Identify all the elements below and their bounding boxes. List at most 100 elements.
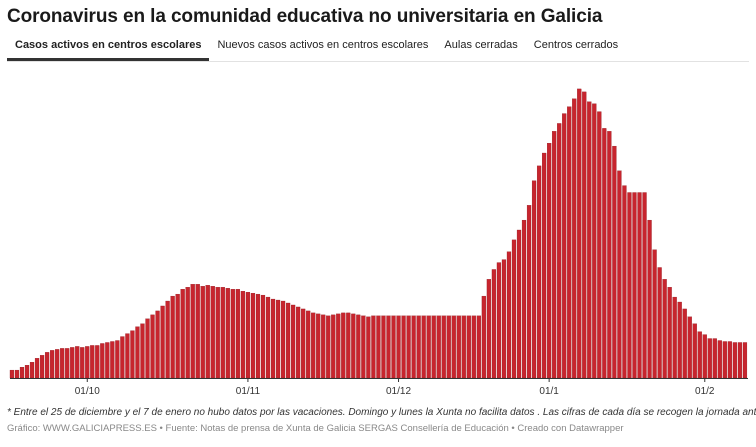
bar xyxy=(311,312,316,379)
bar xyxy=(175,293,180,379)
bar-series xyxy=(9,88,748,379)
bar xyxy=(115,340,120,379)
bar xyxy=(110,341,115,379)
bar xyxy=(637,192,642,379)
bar xyxy=(647,219,652,379)
bar xyxy=(275,299,281,379)
bar xyxy=(145,318,150,379)
bar xyxy=(316,313,321,379)
bar xyxy=(481,295,486,379)
bar xyxy=(687,316,692,379)
bar xyxy=(260,294,266,379)
bar xyxy=(742,342,748,379)
bar xyxy=(301,308,306,379)
bar xyxy=(39,355,45,379)
bar xyxy=(125,333,130,379)
bar xyxy=(140,323,145,379)
bar xyxy=(511,239,517,379)
tab-bar: Casos activos en centros escolares Nuevo… xyxy=(7,38,749,61)
tab-centros-cerrados[interactable]: Centros cerrados xyxy=(533,39,619,51)
bar xyxy=(702,334,707,379)
bar xyxy=(341,312,346,379)
bar xyxy=(732,342,738,379)
bar xyxy=(135,326,140,379)
bar xyxy=(210,286,215,379)
bar xyxy=(426,315,431,379)
bar xyxy=(697,331,702,379)
bar xyxy=(451,315,456,379)
bar xyxy=(100,343,105,379)
x-tick-label: 01/2 xyxy=(695,386,715,397)
bar xyxy=(255,293,261,379)
bar xyxy=(667,287,672,379)
bar xyxy=(346,312,351,379)
bar xyxy=(170,295,175,379)
source-credit: Gráfico: WWW.GALICIAPRESS.ES • Fuente: N… xyxy=(7,423,624,434)
bar xyxy=(557,123,562,379)
bar xyxy=(446,315,451,379)
bar xyxy=(9,369,15,379)
bar xyxy=(386,315,391,379)
bar xyxy=(235,289,240,379)
bar xyxy=(536,165,542,379)
bar xyxy=(24,365,30,379)
bar xyxy=(250,292,256,379)
bar xyxy=(682,308,687,379)
bar xyxy=(366,316,371,379)
bar xyxy=(496,262,502,379)
bar xyxy=(105,342,110,379)
bar xyxy=(572,98,577,379)
bar xyxy=(225,288,230,379)
bar xyxy=(165,300,170,379)
bar xyxy=(602,128,607,379)
bar xyxy=(617,170,622,379)
bar xyxy=(120,336,125,379)
bar xyxy=(677,301,682,379)
bar xyxy=(90,345,95,379)
x-tick-label: 01/12 xyxy=(386,386,411,397)
bar xyxy=(396,315,401,379)
bar xyxy=(44,352,50,379)
bar xyxy=(607,131,612,379)
bar xyxy=(70,347,75,379)
bar xyxy=(371,315,376,379)
tab-casos-activos[interactable]: Casos activos en centros escolares xyxy=(7,38,210,61)
bar xyxy=(406,315,411,379)
bar xyxy=(547,143,552,379)
bar xyxy=(436,315,441,379)
bar xyxy=(321,314,326,379)
bar xyxy=(526,205,532,379)
bar xyxy=(632,192,637,379)
bar xyxy=(612,145,617,379)
bar xyxy=(391,315,396,379)
bar xyxy=(195,284,200,379)
x-tick-label: 01/1 xyxy=(539,386,559,397)
bar xyxy=(707,338,712,379)
bar xyxy=(416,315,421,379)
bar xyxy=(516,229,522,379)
bar xyxy=(29,362,35,379)
bar xyxy=(657,267,662,379)
bar xyxy=(55,349,60,379)
bar xyxy=(567,106,572,379)
bar xyxy=(240,291,246,379)
tab-divider xyxy=(7,61,749,62)
bar xyxy=(205,285,210,379)
tab-aulas-cerradas[interactable]: Aulas cerradas xyxy=(444,39,518,51)
bar xyxy=(245,292,251,379)
tab-nuevos-casos[interactable]: Nuevos casos activos en centros escolare… xyxy=(217,39,429,51)
bar xyxy=(331,314,336,379)
bar xyxy=(627,192,632,379)
bar xyxy=(441,315,446,379)
bar xyxy=(717,340,722,379)
bar xyxy=(85,346,90,379)
bar xyxy=(662,279,667,379)
bar xyxy=(542,152,547,379)
bar xyxy=(722,341,727,379)
bar xyxy=(270,298,276,379)
bar xyxy=(381,315,386,379)
bar xyxy=(737,342,743,379)
bar xyxy=(471,315,476,379)
bar xyxy=(80,347,85,379)
